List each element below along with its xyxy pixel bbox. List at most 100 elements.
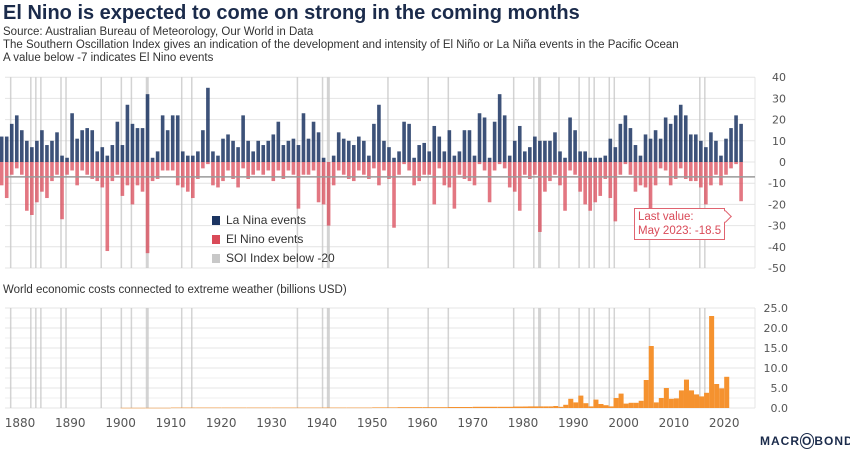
el-nino-bar [412, 162, 416, 186]
el-nino-bar [548, 162, 552, 182]
la-nina-bar [95, 151, 100, 162]
annotation-line: Last value: [638, 211, 694, 223]
el-nino-bar [281, 162, 286, 179]
y-tick-label: -10 [768, 177, 786, 190]
x-tick-label: 2010 [659, 416, 690, 430]
la-nina-bar [613, 147, 618, 162]
cost-bar [709, 316, 715, 408]
x-tick-label: 1910 [156, 416, 187, 430]
y-tick-label: 10 [772, 135, 786, 148]
soi-band [558, 308, 560, 408]
el-nino-bar [9, 162, 14, 175]
la-nina-bar [120, 145, 125, 162]
soi-band [296, 308, 299, 408]
la-nina-bar [638, 155, 643, 162]
la-nina-bar [417, 145, 421, 162]
la-nina-bar [739, 123, 743, 162]
el-nino-bar [452, 162, 457, 209]
cost-bar [598, 404, 604, 408]
el-nino-bar [442, 162, 447, 186]
cost-bar [196, 407, 222, 409]
el-nino-bar [85, 162, 89, 175]
el-nino-bar [739, 162, 743, 202]
la-nina-bar [482, 117, 487, 162]
cost-bar [120, 407, 146, 409]
la-nina-bar [256, 140, 261, 162]
cost-bar [548, 406, 554, 408]
la-nina-bar [578, 151, 582, 162]
el-nino-bar [507, 162, 512, 188]
la-nina-bar [301, 113, 306, 162]
cost-bar [668, 398, 674, 408]
el-nino-bar [155, 162, 160, 179]
el-nino-bar [492, 162, 497, 171]
la-nina-bar [502, 115, 507, 162]
la-nina-bar [211, 151, 215, 162]
la-nina-bar [588, 157, 592, 162]
el-nino-bar [598, 162, 603, 196]
la-nina-bar [201, 130, 205, 162]
el-nino-bar [447, 162, 452, 188]
el-nino-bar [608, 162, 613, 199]
la-nina-bar [548, 140, 552, 162]
la-nina-bar [75, 138, 79, 162]
la-nina-bar [517, 125, 522, 162]
la-nina-bar [35, 140, 39, 162]
la-nina-bar [125, 104, 130, 162]
el-nino-bar [472, 162, 477, 186]
x-tick-label: 1950 [357, 416, 388, 430]
soi-band [387, 308, 389, 408]
la-nina-bar [231, 140, 235, 162]
el-nino-bar [653, 162, 658, 186]
soi-band [593, 308, 595, 408]
el-nino-bar [45, 162, 49, 199]
cost-bar [658, 398, 664, 408]
la-nina-bar [110, 145, 115, 162]
el-nino-bar [437, 162, 442, 169]
soi-band [538, 308, 542, 408]
el-nino-bar [150, 162, 155, 182]
la-nina-bar [387, 147, 391, 162]
el-nino-bar [55, 162, 59, 175]
la-nina-bar [719, 155, 723, 162]
cost-bar [372, 407, 398, 408]
el-nino-bar [160, 162, 165, 171]
la-nina-bar [130, 123, 135, 162]
la-nina-bar [407, 123, 411, 162]
el-nino-bar [346, 162, 351, 179]
la-nina-bar [729, 128, 733, 162]
la-nina-bar [236, 147, 240, 162]
el-nino-bar [351, 162, 356, 182]
el-nino-bar [613, 162, 618, 222]
el-nino-bar [311, 162, 316, 171]
la-nina-bar [422, 142, 426, 162]
la-nina-bar [568, 117, 572, 162]
la-nina-bar [447, 130, 452, 162]
cost-bar [623, 403, 629, 408]
el-nino-bar [533, 162, 537, 175]
la-nina-bar [191, 155, 195, 162]
cost-bar [673, 398, 679, 408]
soi-band [588, 308, 590, 408]
cost-bar [678, 390, 684, 408]
la-nina-bar [487, 157, 492, 162]
y-tick-label: 20.0 [764, 322, 789, 335]
la-nina-bar [241, 115, 245, 162]
soi-band [9, 308, 12, 408]
la-nina-bar [658, 138, 663, 162]
x-tick-label: 1940 [307, 416, 338, 430]
el-nino-bar [497, 162, 502, 165]
la-nina-bar [155, 151, 160, 162]
el-nino-bar [719, 162, 723, 186]
el-nino-bar [367, 162, 371, 179]
el-nino-bar [341, 162, 346, 175]
el-nino-bar [704, 162, 708, 205]
la-nina-bar [533, 136, 537, 162]
la-nina-bar [734, 115, 738, 162]
el-nino-bar [528, 162, 532, 179]
el-nino-bar [256, 162, 261, 171]
y-tick-label: -20 [768, 198, 786, 211]
el-nino-bar [0, 162, 4, 186]
soi-band [100, 308, 102, 408]
cost-bar [271, 407, 297, 409]
